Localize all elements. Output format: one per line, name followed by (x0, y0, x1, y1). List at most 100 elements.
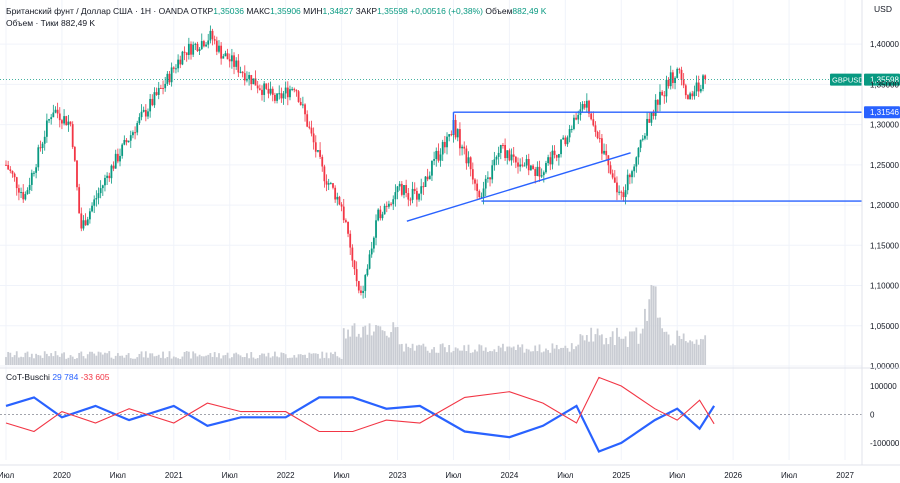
candle-body (291, 88, 294, 90)
volume-bar (129, 358, 132, 365)
volume-bar (151, 353, 154, 365)
candle-body (175, 68, 177, 70)
indicator-red-line (5, 376, 715, 433)
candle-body (209, 30, 212, 41)
candle-body (342, 206, 345, 221)
volume-bar (469, 352, 472, 365)
volume-bar (639, 333, 642, 365)
volume-bar (18, 357, 20, 365)
indicator-y-tick: 0 (870, 410, 875, 419)
volume-bar (601, 334, 603, 365)
volume-bar (583, 340, 586, 365)
volume-bar (370, 335, 373, 365)
candle-body (241, 71, 244, 74)
candle-body (502, 144, 504, 146)
volume-bar (99, 352, 102, 365)
candle-body (620, 191, 623, 193)
volume-bar (175, 357, 177, 365)
volume-bar (368, 323, 371, 365)
candle-body (702, 75, 704, 89)
candle-body (510, 154, 513, 161)
low-label: МИН (303, 6, 323, 16)
volume-bar (340, 358, 343, 365)
volume-bar (579, 334, 582, 365)
candle-body (704, 75, 707, 80)
candle-body (443, 141, 446, 148)
volume-bar (540, 352, 543, 365)
symbol-info-line: Британский фунт / Доллар США · 1Н · OAND… (6, 6, 546, 16)
candle-body (336, 196, 339, 200)
candle-body (119, 155, 121, 162)
symbol-title: Британский фунт / Доллар США · 1Н · OAND… (6, 6, 189, 16)
volume-bar (317, 353, 319, 365)
volume-bar (168, 351, 171, 365)
volume-bar (504, 351, 506, 365)
candle-body (435, 150, 438, 160)
volume-bar (471, 352, 474, 365)
candle-body (555, 154, 558, 158)
volume-bar (478, 344, 481, 365)
candle-body (581, 104, 584, 110)
candle-body (540, 175, 543, 177)
volume-bar (611, 331, 614, 365)
candle-body (235, 60, 238, 67)
volume-bar (452, 350, 455, 365)
volume-bar (502, 343, 504, 365)
candle-body (379, 209, 382, 219)
candle-body (390, 203, 392, 205)
volume-bar (43, 351, 46, 365)
low-value: 1,34827 (322, 6, 354, 16)
volume-bar (297, 354, 300, 365)
candle-body (20, 192, 22, 194)
candle-body (7, 164, 10, 170)
candle-body (562, 137, 565, 140)
candle-body (385, 205, 388, 207)
candle-body (108, 175, 111, 179)
volume-bar (624, 336, 627, 365)
volume-bar (671, 343, 674, 365)
candle-body (484, 178, 487, 189)
volume-bar (198, 354, 201, 365)
volume-bar (22, 357, 25, 365)
candle-body (224, 53, 227, 57)
candle-body (370, 248, 373, 255)
volume-bar (493, 349, 496, 365)
volume-bars (5, 284, 707, 365)
volume-bar (218, 353, 220, 365)
candle-body (568, 129, 571, 138)
trend-lines[interactable]: 1,31546 GBPUSD 1,35598 (0, 73, 900, 222)
volume-bar (56, 355, 59, 365)
volume-bar (132, 358, 134, 365)
candle-body (276, 93, 278, 101)
volume-bar (433, 347, 436, 365)
candle-body (446, 136, 448, 148)
candle-body (166, 73, 169, 84)
volume-bar (620, 338, 623, 365)
currency-button[interactable]: USD (874, 4, 892, 14)
volume-bar (693, 343, 696, 365)
candle-body (396, 186, 399, 193)
candle-body (84, 220, 87, 226)
volume-bar (476, 351, 479, 365)
candle-body (250, 75, 253, 85)
volume-bar (11, 357, 14, 365)
candle-body (523, 165, 526, 167)
volume-bar (138, 353, 141, 365)
candle-body (18, 188, 20, 193)
candle-body (366, 268, 369, 276)
volume-bar (166, 357, 169, 365)
candle-body (327, 183, 330, 185)
candle-body (362, 290, 365, 293)
candle-body (11, 170, 14, 174)
candle-body (164, 83, 167, 89)
candle-body (207, 40, 210, 45)
candle-body (269, 88, 272, 94)
volume-bar (187, 351, 190, 365)
candle-body (471, 169, 474, 180)
volume-bar (448, 344, 451, 365)
candle-body (56, 109, 59, 114)
volume-bar (596, 328, 599, 365)
candle-body (267, 88, 270, 94)
volume-bar (357, 333, 360, 365)
